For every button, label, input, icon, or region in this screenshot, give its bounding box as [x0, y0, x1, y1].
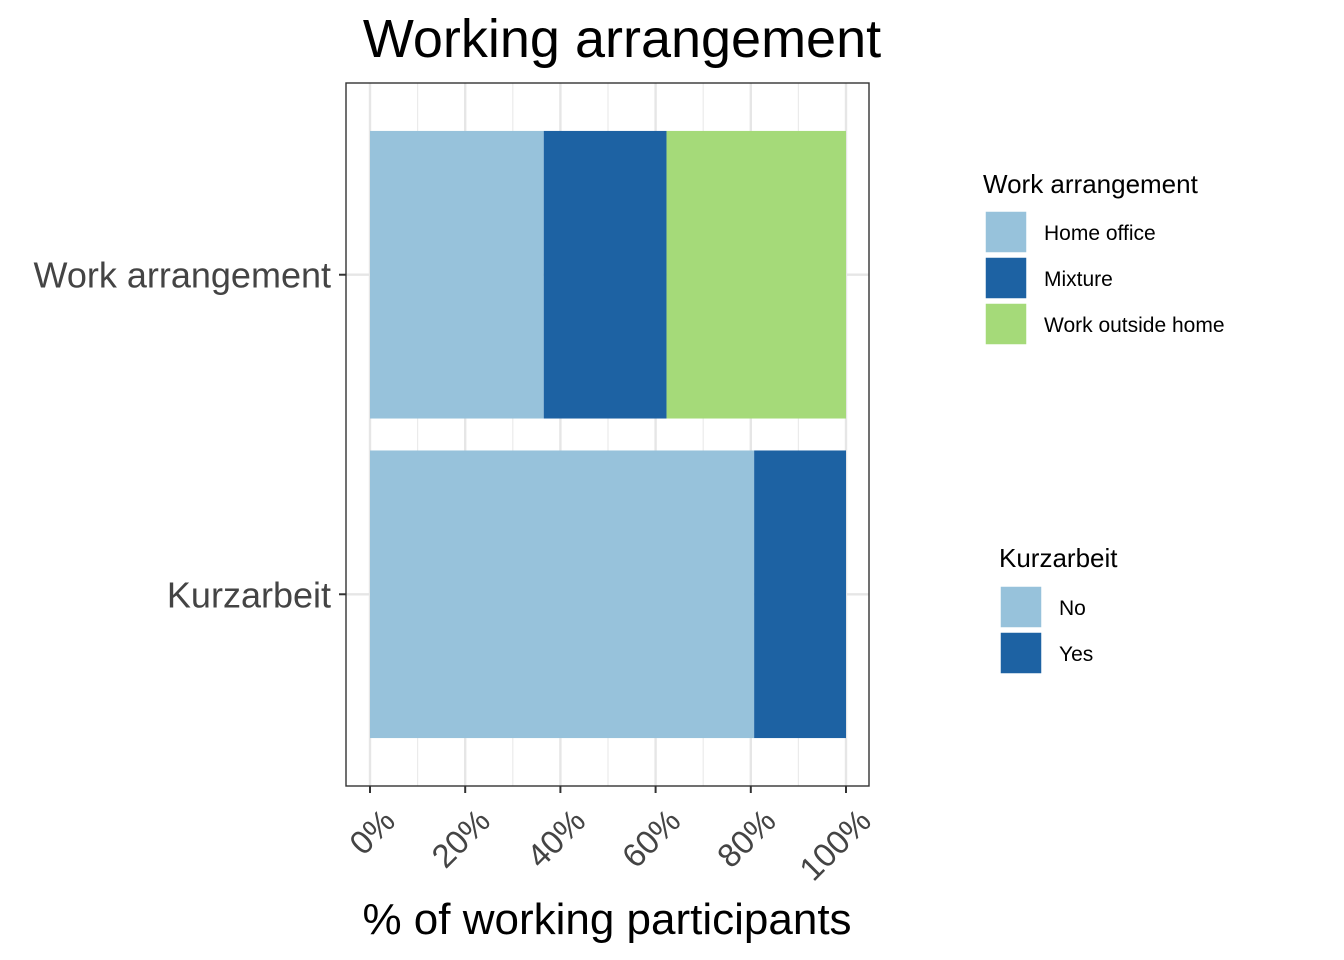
x-tick-label: 40% — [519, 802, 592, 875]
legend-title: Kurzarbeit — [999, 543, 1118, 573]
legend-key — [984, 302, 1028, 346]
legend-key — [984, 256, 1028, 300]
chart-title: Working arrangement — [363, 9, 881, 69]
bar-segment-home-office — [370, 130, 544, 419]
legend-label: Home office — [1044, 222, 1156, 245]
bar-segment-work-outside-home — [666, 130, 846, 419]
bar-segment-mixture — [543, 130, 667, 419]
x-axis-title: % of working participants — [362, 895, 851, 944]
legend-key — [999, 631, 1043, 675]
category-label: Work arrangement — [34, 255, 331, 296]
legend-label: Mixture — [1044, 268, 1113, 291]
legend-title: Work arrangement — [983, 169, 1199, 199]
legend-key — [984, 210, 1028, 254]
legends: Work arrangement Home office Mixture Work o… — [983, 169, 1225, 675]
bar-segment-no — [370, 450, 755, 739]
x-tick-label: 60% — [615, 802, 688, 875]
legend-work-arrangement: Work arrangement Home office Mixture Work o… — [983, 169, 1225, 346]
legend-kurzarbeit: Kurzarbeit No Yes — [999, 543, 1118, 675]
x-tick-label: 0% — [342, 802, 402, 862]
bar-segment-yes — [754, 450, 846, 739]
category-label: Kurzarbeit — [167, 574, 331, 615]
legend-label: Yes — [1059, 643, 1093, 666]
bars — [370, 130, 846, 739]
legend-key — [999, 585, 1043, 629]
x-axis: 0% 20% 40% 60% 80% 100% — [342, 786, 878, 888]
legend-label: No — [1059, 597, 1086, 620]
x-tick-label: 20% — [424, 802, 497, 875]
x-tick-label: 80% — [710, 802, 783, 875]
y-axis: Work arrangement Kurzarbeit — [34, 255, 346, 615]
legend-label: Work outside home — [1044, 314, 1225, 337]
x-tick-label: 100% — [792, 802, 878, 888]
plot-border — [345, 82, 870, 787]
